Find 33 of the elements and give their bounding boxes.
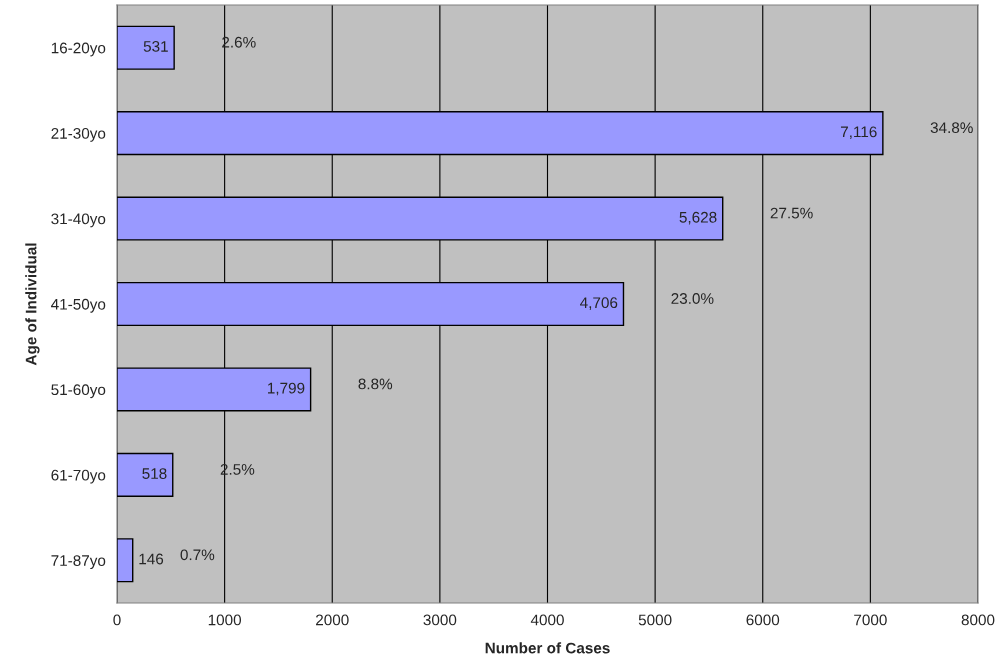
annotation: 8.8% [358,378,393,390]
y-tick-label: 71-87yo [51,555,106,569]
x-tick-label: 7000 [854,614,887,626]
x-tick-label: 5000 [638,614,672,626]
x-tick-label: 0 [113,614,121,626]
x-tick-label: 6000 [746,614,780,626]
bar [117,25,175,70]
data-label: 4,706 [580,297,618,310]
y-tick-label: 31-40yo [51,213,106,228]
annotation: 34.8% [930,122,973,134]
x-tick-label: 8000 [961,614,995,626]
y-tick-label: 21-30yo [51,128,106,142]
y-tick-label: 61-70yo [51,469,106,484]
data-label: 7,116 [840,126,877,140]
y-axis-title: Age of Individual [25,243,40,366]
y-tick-label: 41-50yo [51,298,106,313]
data-label: 1,799 [268,382,305,396]
x-tick-label: 4000 [530,614,564,626]
bar [117,538,134,583]
y-tick-label: 51-60yo [51,384,106,399]
x-axis-title: Number of Cases [485,642,610,654]
data-label: 531 [143,41,168,52]
annotation: 27.5% [770,207,813,219]
bar [117,452,174,497]
x-tick-label: 1000 [208,614,242,626]
annotation: 0.7% [180,549,215,561]
data-label: 518 [142,468,167,479]
x-tick-label: 3000 [423,614,457,626]
annotation: 23.0% [671,293,714,304]
y-tick-label: 16-20yo [51,42,106,57]
x-tick-label: 2000 [316,614,349,626]
data-label: 146 [139,553,164,565]
data-label: 5,628 [679,211,717,225]
